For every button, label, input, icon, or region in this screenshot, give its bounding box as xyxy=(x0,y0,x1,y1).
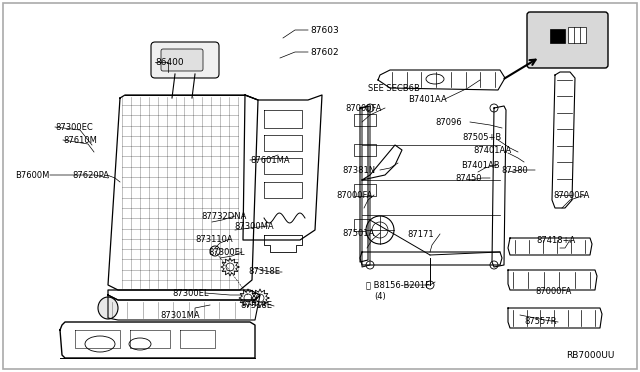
Circle shape xyxy=(426,281,434,289)
Text: (4): (4) xyxy=(374,292,386,301)
Bar xyxy=(354,144,376,156)
Ellipse shape xyxy=(85,336,115,352)
Circle shape xyxy=(256,294,264,302)
Text: 87450: 87450 xyxy=(455,173,481,183)
Text: B7401AA: B7401AA xyxy=(408,94,447,103)
Circle shape xyxy=(372,222,388,238)
Ellipse shape xyxy=(129,338,151,350)
Text: 87620PA: 87620PA xyxy=(72,170,109,180)
Text: 87602: 87602 xyxy=(310,48,339,57)
Text: 87501A: 87501A xyxy=(342,228,374,237)
Ellipse shape xyxy=(426,74,444,84)
Text: 87505+B: 87505+B xyxy=(462,132,501,141)
Text: 87300EC: 87300EC xyxy=(55,122,93,131)
Bar xyxy=(568,27,586,43)
Circle shape xyxy=(226,263,234,271)
Text: 87610M: 87610M xyxy=(63,135,97,144)
Circle shape xyxy=(366,216,394,244)
Text: 873110A: 873110A xyxy=(195,234,232,244)
Bar xyxy=(354,184,376,196)
Circle shape xyxy=(490,261,498,269)
Text: 87381N: 87381N xyxy=(342,166,375,174)
Text: RB7000UU: RB7000UU xyxy=(566,350,614,359)
Text: 87601MA: 87601MA xyxy=(250,155,290,164)
Text: 87300MA: 87300MA xyxy=(234,221,274,231)
Text: 87380: 87380 xyxy=(501,166,528,174)
Ellipse shape xyxy=(98,297,118,319)
FancyBboxPatch shape xyxy=(527,12,608,68)
Text: 87096: 87096 xyxy=(435,118,461,126)
Text: 87000FA: 87000FA xyxy=(535,286,572,295)
FancyBboxPatch shape xyxy=(151,42,219,78)
Text: 87171: 87171 xyxy=(407,230,434,238)
Text: 87732DNA: 87732DNA xyxy=(201,212,246,221)
Bar xyxy=(354,114,376,126)
Text: B7401AB: B7401AB xyxy=(461,160,500,170)
FancyBboxPatch shape xyxy=(161,49,203,71)
Circle shape xyxy=(210,246,220,256)
Text: 87418+A: 87418+A xyxy=(536,235,575,244)
Text: B7600M: B7600M xyxy=(15,170,49,180)
Circle shape xyxy=(366,261,374,269)
Text: 87300EL: 87300EL xyxy=(208,247,244,257)
Circle shape xyxy=(490,104,498,112)
Text: 87000FA: 87000FA xyxy=(553,190,589,199)
Circle shape xyxy=(366,104,374,112)
Text: 87603: 87603 xyxy=(310,26,339,35)
Text: SEE SECB6B: SEE SECB6B xyxy=(368,83,420,93)
Text: 87557R: 87557R xyxy=(524,317,557,327)
Circle shape xyxy=(244,294,252,302)
Text: 87300EL: 87300EL xyxy=(172,289,209,298)
Text: Ⓑ B8156-B201F: Ⓑ B8156-B201F xyxy=(366,280,430,289)
Text: 87301MA: 87301MA xyxy=(160,311,200,321)
Text: 87318E: 87318E xyxy=(248,267,280,276)
Text: 87000FA: 87000FA xyxy=(336,190,372,199)
Text: 87401AA: 87401AA xyxy=(473,145,511,154)
Bar xyxy=(550,29,565,43)
Bar xyxy=(354,219,376,231)
Text: 87000FA: 87000FA xyxy=(345,103,381,112)
Text: 86400: 86400 xyxy=(155,58,184,67)
Text: 87318E: 87318E xyxy=(240,301,272,311)
